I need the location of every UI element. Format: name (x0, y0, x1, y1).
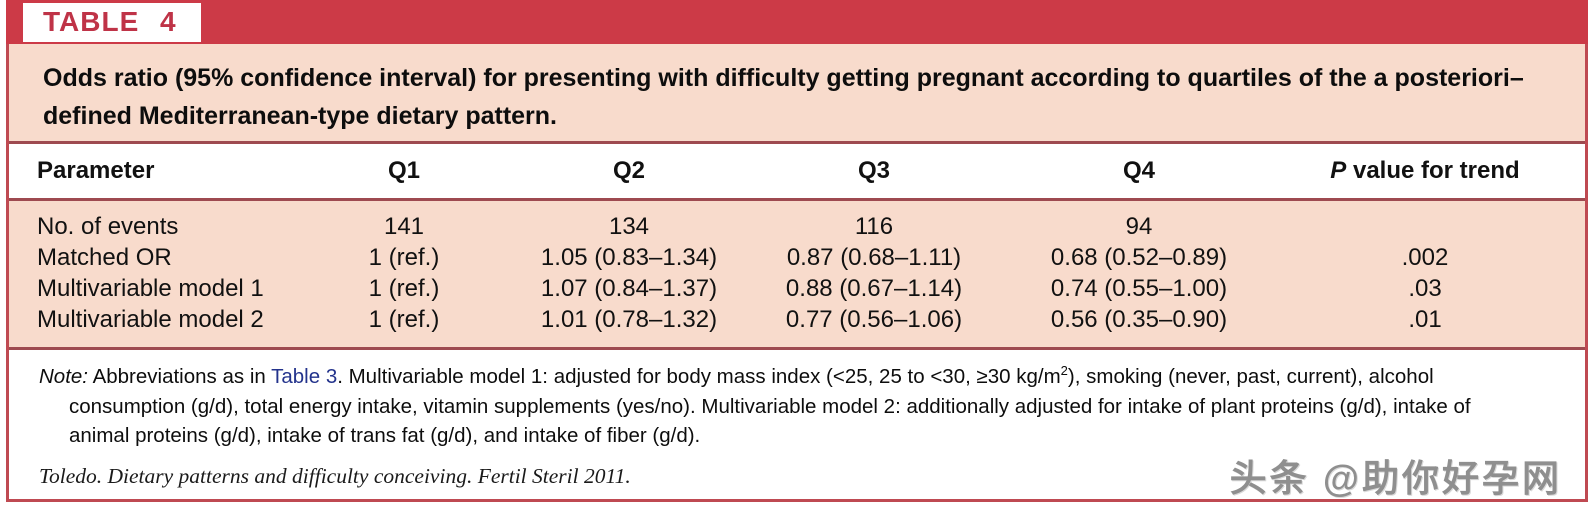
table-label: TABLE 4 (43, 6, 177, 37)
cell-q4: 0.56 (0.35–0.90) (1050, 306, 1228, 333)
cell-q4: 0.68 (0.52–0.89) (1050, 244, 1228, 271)
note-text: Abbreviations as in (88, 365, 272, 388)
cell-q4: 94 (1125, 213, 1153, 240)
cell-q2: 1.07 (0.84–1.37) (540, 275, 718, 302)
cell-q3: 116 (854, 213, 894, 240)
superscript-2: 2 (1060, 363, 1068, 379)
table-row-matched-or: Matched OR 1 (ref.) 1.05 (0.83–1.34) 0.8… (9, 242, 1585, 273)
table-label-box: TABLE 4 (23, 3, 201, 42)
citation: Toledo. Dietary patterns and difficulty … (39, 463, 631, 488)
col-header-q2: Q2 (612, 157, 645, 184)
table-row-events: No. of events 141 134 116 94 (9, 211, 1585, 242)
table-body: No. of events 141 134 116 94 Matched OR … (9, 201, 1585, 350)
table-header-bar: TABLE 4 (6, 0, 1588, 44)
p-symbol: P (1330, 157, 1347, 184)
row-label: No. of events (37, 213, 179, 240)
note-text: ), smoking (never, past, current), alcoh… (1067, 365, 1434, 388)
note-line-3: animal proteins (g/d), intake of trans f… (69, 424, 701, 447)
col-header-q1: Q1 (387, 157, 420, 184)
cell-q2: 1.01 (0.78–1.32) (540, 306, 718, 333)
cell-p-value: .002 (1401, 244, 1449, 271)
cell-p-value: .03 (1408, 275, 1442, 302)
row-label: Multivariable model 2 (37, 306, 264, 333)
note-line-2: consumption (g/d), total energy intake, … (69, 394, 1471, 418)
cell-q2: 1.05 (0.83–1.34) (540, 244, 718, 271)
table-content: Odds ratio (95% confidence interval) for… (6, 44, 1588, 502)
table-row-model-1: Multivariable model 1 1 (ref.) 1.07 (0.8… (9, 273, 1585, 304)
col-header-q3: Q3 (857, 157, 890, 184)
cell-q3: 0.77 (0.56–1.06) (785, 306, 963, 333)
cell-q2: 134 (608, 213, 650, 240)
cell-q1: 1 (ref.) (368, 275, 440, 302)
col-header-q4: Q4 (1122, 157, 1155, 184)
cell-q1: 1 (ref.) (368, 244, 440, 271)
cell-q1: 1 (ref.) (368, 306, 440, 333)
table-row-model-2: Multivariable model 2 1 (ref.) 1.01 (0.7… (9, 304, 1585, 335)
cell-p-value: .01 (1408, 306, 1442, 333)
cell-q3: 0.87 (0.68–1.11) (786, 244, 962, 271)
note-prefix: Note: (39, 365, 88, 388)
p-value-label: value for trend (1346, 157, 1520, 184)
row-label: Matched OR (37, 244, 172, 271)
footnote-section: Note: Abbreviations as in Table 3. Multi… (9, 350, 1585, 499)
row-label: Multivariable model 1 (37, 275, 264, 302)
col-header-parameter: Parameter (37, 157, 155, 184)
table-note: Note: Abbreviations as in Table 3. Multi… (39, 362, 1555, 451)
note-line-1: Note: Abbreviations as in Table 3. Multi… (39, 362, 1555, 392)
table-title-line1: Odds ratio (95% confidence interval) for… (43, 64, 1524, 92)
table-title-line2: defined Mediterranean-type dietary patte… (43, 102, 558, 130)
note-text: . Multivariable model 1: adjusted for bo… (337, 365, 1061, 388)
cell-q4: 0.74 (0.55–1.00) (1050, 275, 1228, 302)
col-header-p-value: P value for trend (1289, 157, 1585, 185)
cell-q1: 141 (383, 213, 425, 240)
table-title: Odds ratio (95% confidence interval) for… (9, 44, 1585, 144)
column-header-row: Parameter Q1 Q2 Q3 Q4 P value for trend (9, 144, 1585, 201)
watermark: 头条 @助你好孕网 (1229, 458, 1562, 499)
cell-q3: 0.88 (0.67–1.14) (785, 275, 963, 302)
table-3-link[interactable]: Table 3 (271, 365, 338, 388)
table-4-figure: TABLE 4 Odds ratio (95% confidence inter… (6, 0, 1588, 502)
